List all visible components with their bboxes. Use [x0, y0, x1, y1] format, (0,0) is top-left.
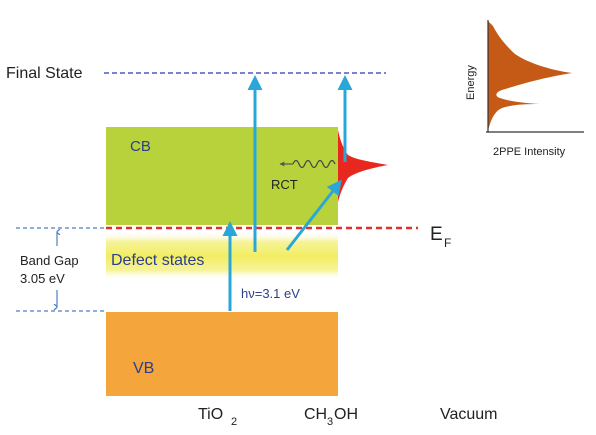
ch3oh-label: CH 3 OH — [304, 406, 358, 428]
conduction-band — [106, 127, 338, 225]
valence-band — [106, 312, 338, 396]
inset-y-label: Energy — [465, 65, 477, 100]
svg-text:F: F — [444, 236, 451, 250]
inset-spectrum: Energy 2PPE Intensity — [465, 20, 584, 158]
band-gap-label-line2: 3.05 eV — [20, 271, 65, 286]
final-state-label: Final State — [6, 65, 83, 82]
svg-text:E: E — [430, 224, 443, 245]
adsorbate-state-peak — [338, 130, 388, 202]
vacuum-label: Vacuum — [440, 406, 498, 423]
vb-label: VB — [133, 360, 154, 377]
tio2-label: TiO 2 — [198, 406, 237, 428]
band-gap-label-line1: Band Gap — [20, 253, 79, 268]
defect-states-label: Defect states — [111, 252, 204, 269]
rct-label: RCT — [271, 177, 298, 192]
photon-arrow-defect-to-adsorbate — [285, 179, 342, 251]
inset-x-label: 2PPE Intensity — [493, 146, 566, 158]
defect-states-band — [106, 232, 338, 280]
inset-spectrum-fill — [488, 21, 572, 130]
cb-label: CB — [130, 138, 151, 155]
svg-text:2: 2 — [231, 416, 237, 428]
svg-text:3: 3 — [327, 416, 333, 428]
photon-energy-label: hν=3.1 eV — [241, 286, 300, 301]
charge-transfer-wave — [292, 159, 336, 169]
svg-text:CH: CH — [304, 406, 327, 423]
svg-text:OH: OH — [334, 406, 358, 423]
fermi-level-label: E F — [430, 224, 451, 250]
svg-text:TiO: TiO — [198, 406, 223, 423]
